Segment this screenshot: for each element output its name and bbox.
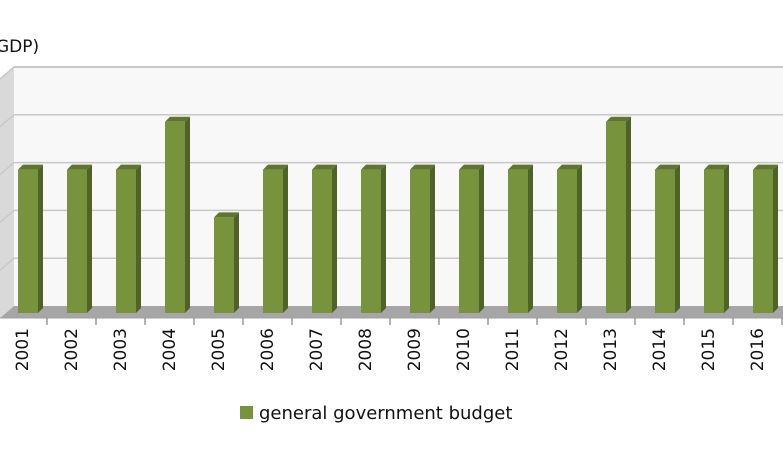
x-tick-label: 2015 [699, 328, 719, 371]
bar-side [234, 212, 239, 313]
bar-top [655, 164, 680, 170]
side-gridline [0, 162, 15, 176]
bar [312, 169, 332, 313]
x-tick-label: 2001 [13, 328, 33, 371]
side-gridline [0, 114, 15, 128]
side-gridline [0, 257, 15, 271]
bar-side [38, 164, 43, 313]
bar-side [479, 164, 484, 313]
bar-side [283, 164, 288, 313]
bar-side [773, 164, 778, 313]
bar-top [18, 164, 43, 170]
bar-top [753, 164, 778, 170]
bar-top [557, 164, 582, 170]
x-tick-label: 2005 [209, 328, 229, 371]
x-tick-label: 2016 [748, 328, 768, 371]
chart-title: GDP) [0, 37, 39, 57]
bar-side [136, 164, 141, 313]
x-tick-label: 2007 [307, 328, 327, 371]
bar [165, 121, 185, 313]
bar-top [67, 164, 92, 170]
x-tick-label: 2002 [62, 328, 82, 371]
x-tick-label: 2009 [405, 328, 425, 371]
bar-top [361, 164, 386, 170]
bar-side [577, 164, 582, 313]
bar-top [508, 164, 533, 170]
gridlines [0, 66, 783, 271]
x-tick-label: 2006 [258, 328, 278, 371]
bar-top [410, 164, 435, 170]
legend-swatch [240, 406, 253, 419]
bar-side [675, 164, 680, 313]
x-tick-label: 2013 [601, 328, 621, 371]
x-tick-label: 2010 [454, 328, 474, 371]
bar-top [165, 116, 190, 122]
bar-side [430, 164, 435, 313]
x-tick-label: 2014 [650, 328, 670, 371]
bar-side [87, 164, 92, 313]
bar-top [606, 116, 631, 122]
x-tick-label: 2008 [356, 328, 376, 371]
bar-top [214, 212, 239, 218]
side-gridline [0, 66, 15, 80]
bars [18, 116, 778, 313]
bar [753, 169, 773, 313]
x-tick-label: 2004 [160, 328, 180, 371]
bar [67, 169, 87, 313]
x-tick-label: 2003 [111, 328, 131, 371]
floor [0, 306, 783, 318]
x-tick-label: 2011 [503, 328, 523, 371]
bar [508, 169, 528, 313]
bar-top [459, 164, 484, 170]
bar [459, 169, 479, 313]
bar [606, 121, 626, 313]
bar-side [724, 164, 729, 313]
legend: general government budget [240, 403, 512, 424]
bar [263, 169, 283, 313]
bar [704, 169, 724, 313]
side-gridline [0, 209, 15, 223]
chart-walls [0, 67, 783, 318]
back-wall [14, 67, 783, 306]
bar-top [312, 164, 337, 170]
side-wall [0, 67, 14, 318]
bar-side [185, 116, 190, 313]
bar-side [332, 164, 337, 313]
bar [116, 169, 136, 313]
bar [214, 217, 234, 313]
legend-label: general government budget [259, 403, 512, 424]
bar [557, 169, 577, 313]
bar [410, 169, 430, 313]
x-axis: 2001 2002 2003 2004 2005 2006 2007 2008 2009 2010… [0, 317, 783, 371]
bar-top [116, 164, 141, 170]
bar [18, 169, 38, 313]
bar-side [381, 164, 386, 313]
x-tick-label: 2012 [552, 328, 572, 371]
bar-side [528, 164, 533, 313]
bar-side [626, 116, 631, 313]
bar-top [704, 164, 729, 170]
bar-top [263, 164, 288, 170]
bar [655, 169, 675, 313]
bar [361, 169, 381, 313]
